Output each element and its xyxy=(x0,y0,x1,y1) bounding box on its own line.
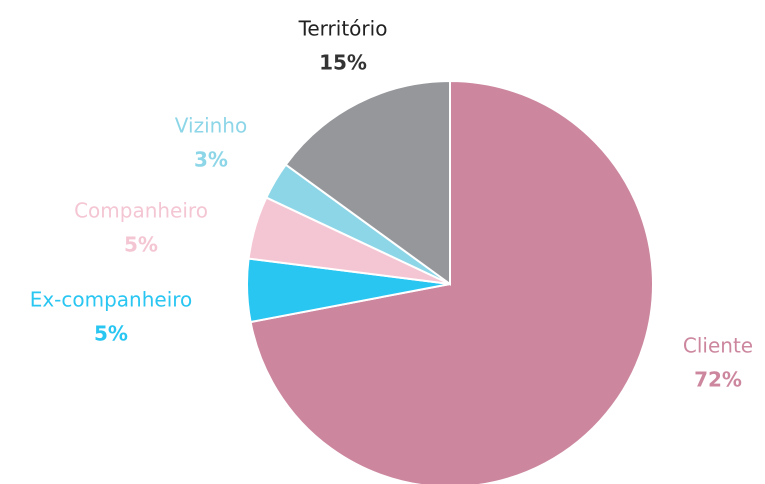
slice-label: Vizinho xyxy=(175,114,247,138)
slice-percent: 15% xyxy=(319,51,367,75)
slice-label: Companheiro xyxy=(74,199,208,223)
pie-slice xyxy=(284,79,451,286)
slice-percent: 72% xyxy=(694,368,742,392)
slice-label: Cliente xyxy=(683,334,753,358)
slice-percent: 3% xyxy=(194,148,228,172)
slice-label: Território xyxy=(298,17,388,41)
slice-percent: 5% xyxy=(94,322,128,346)
slice-label: Ex-companheiro xyxy=(30,288,193,312)
pie-slice xyxy=(249,79,654,484)
slice-percent: 5% xyxy=(124,233,158,257)
